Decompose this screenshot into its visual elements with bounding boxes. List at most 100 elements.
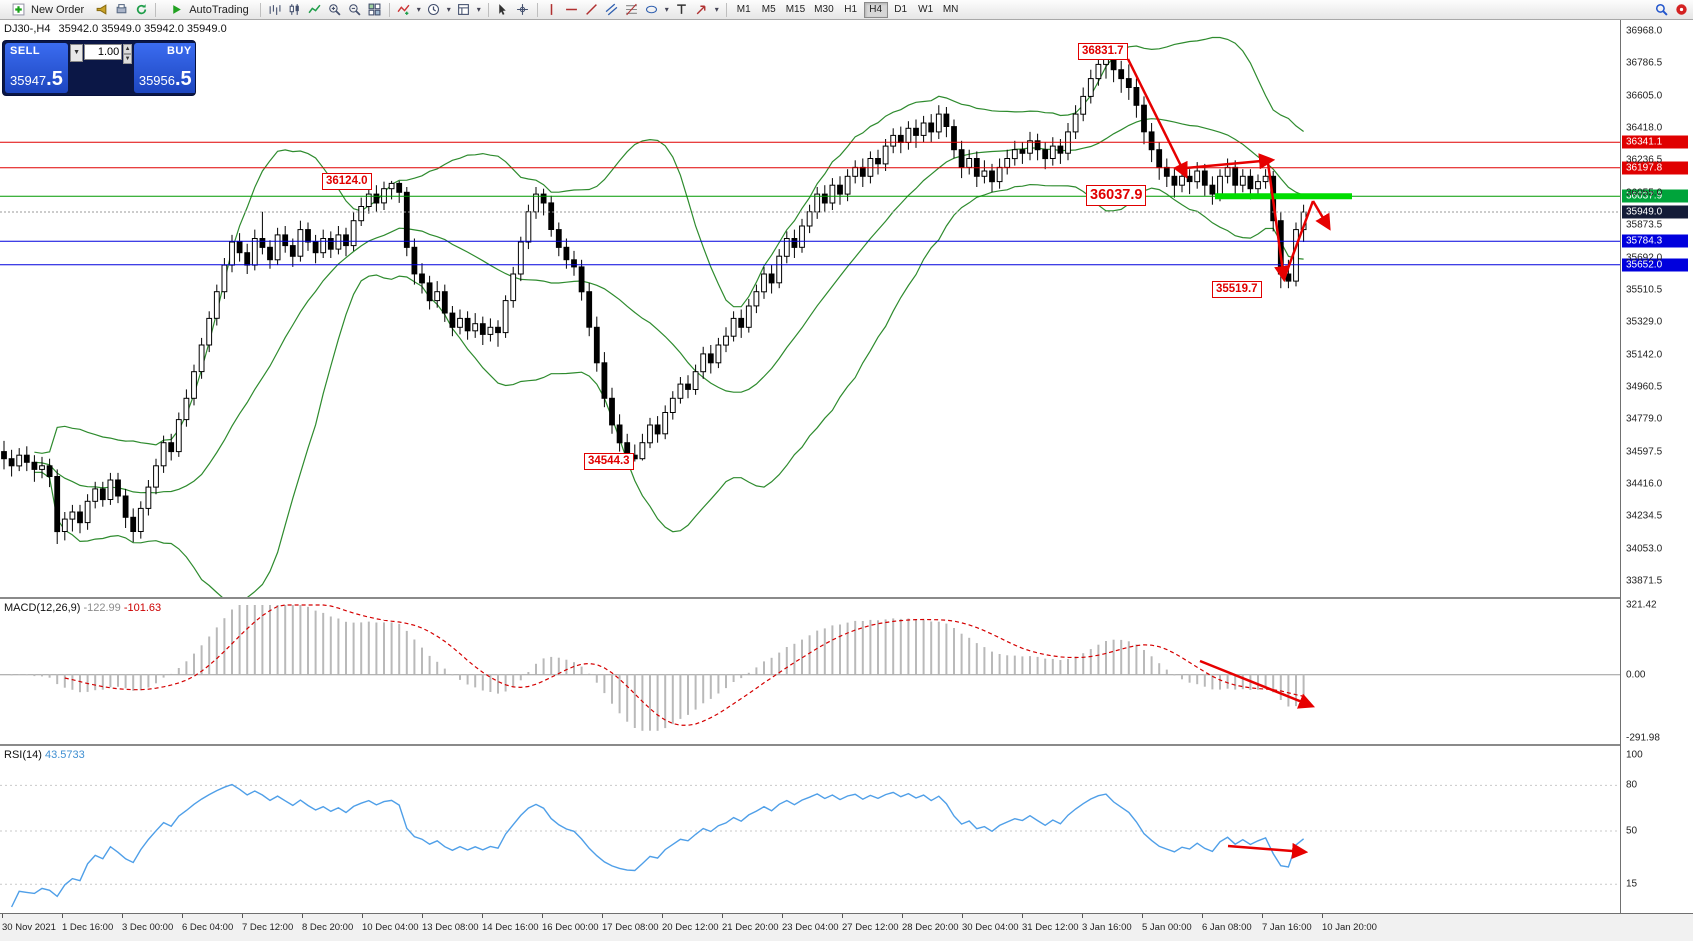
timeframe-w1[interactable]: W1 [914,2,938,18]
time-label: 5 Jan 00:00 [1142,922,1192,933]
price-annotation[interactable]: 36124.0 [322,173,372,190]
megaphone-icon[interactable] [92,1,110,19]
price-tick-label: 36968.0 [1626,25,1663,37]
time-tick [362,914,363,918]
candlestick-icon[interactable] [286,1,304,19]
time-label: 30 Nov 2021 [2,922,56,933]
buy-price: 35956.5 [138,68,192,90]
time-tick [722,914,723,918]
shapes-dropdown[interactable]: ▾ [664,5,669,14]
volume-input[interactable] [84,44,123,60]
rsi-axis-label: 80 [1626,779,1638,791]
timeframe-h4[interactable]: H4 [863,1,888,18]
macd-canvas [0,604,1620,731]
candlestick-canvas [0,36,1620,603]
time-tick [122,914,123,918]
time-tick [1022,914,1023,918]
rsi-axis-label: 15 [1626,878,1638,890]
timeframe-m30[interactable]: M30 [810,2,837,18]
sell-button[interactable]: SELL 35947.5 [5,43,68,93]
price-line-badge: 36037.9 [1622,189,1688,203]
timeframe-m15[interactable]: M15 [782,2,809,18]
zoom-in-icon[interactable] [326,1,344,19]
pane-separator[interactable] [0,744,1693,746]
time-axis[interactable]: 30 Nov 2021 1 Dec 16:00 3 Dec 00:00 6 Dec 0… [0,913,1693,941]
price-axis[interactable]: 36341.1 36197.8 36037.9 35949.0 35784.3 35652… [1620,20,1693,913]
search-icon[interactable] [1652,1,1670,19]
price-tick-label: 35510.5 [1626,284,1663,296]
macd-value: -122.99 [83,602,121,614]
line-chart-icon[interactable] [306,1,324,19]
time-label: 20 Dec 12:00 [662,922,719,933]
indicators-dropdown[interactable]: ▾ [416,5,421,14]
timeframe-mn[interactable]: MN [939,2,963,18]
toolbar-separator [259,2,261,17]
price-annotation[interactable]: 34544.3 [584,453,634,470]
price-line-badge: 35784.3 [1622,234,1688,248]
printer-icon[interactable] [112,1,130,19]
alert-icon[interactable] [1672,1,1690,19]
volume-preset-dropdown[interactable]: ▼ [69,44,84,62]
fibonacci-icon[interactable] [623,1,641,19]
price-tick-label: 34416.0 [1626,478,1663,490]
time-tick [842,914,843,918]
price-tick-label: 35692.0 [1626,252,1663,263]
rsi-axis-label: 50 [1626,825,1638,837]
macd-panel[interactable]: MACD(12,26,9) -122.99 -101.63 [0,599,1620,744]
trendline-icon[interactable] [583,1,601,19]
ohlc-values: 35942.0 35949.0 35942.0 35949.0 [58,23,227,35]
horizontal-line-icon[interactable] [563,1,581,19]
refresh-icon[interactable] [132,1,150,19]
price-annotation[interactable]: 36831.7 [1078,43,1128,60]
volume-up-button[interactable]: ▲ [123,44,132,54]
templates-icon[interactable] [455,1,473,19]
price-annotation[interactable]: 36037.9 [1086,185,1147,206]
main-chart[interactable]: DJ30-,H4 35942.0 35949.0 35942.0 35949.0 … [0,20,1620,603]
buy-button[interactable]: BUY 35956.5 [133,43,195,93]
timeframe-h1[interactable]: H1 [839,2,863,18]
macd-axis-label: 0.00 [1626,669,1646,681]
time-label: 7 Dec 12:00 [242,922,294,933]
toolbar-separator [155,2,157,17]
vertical-line-icon[interactable] [543,1,561,19]
time-label: 28 Dec 20:00 [902,922,959,933]
autotrading-button[interactable]: AutoTrading [161,1,255,19]
price-tick-label: 35142.0 [1626,349,1663,360]
volume-group: ▼ ▲ ▼ [69,41,132,95]
time-label: 6 Jan 08:00 [1202,922,1252,933]
price-tick-label: 35329.0 [1626,316,1663,328]
time-tick [1202,914,1203,918]
zoom-out-icon[interactable] [346,1,364,19]
new-order-button[interactable]: New Order [3,1,90,19]
channel-icon[interactable] [603,1,621,19]
indicators-icon[interactable] [395,1,413,19]
macd-axis-label: -291.98 [1626,732,1660,744]
price-tick-label: 36418.0 [1626,122,1663,134]
price-line-badge: 36341.1 [1622,135,1688,149]
crosshair-icon[interactable] [514,1,532,19]
templates-dropdown[interactable]: ▾ [476,5,481,14]
text-icon[interactable] [673,1,691,19]
periods-clock-icon[interactable] [425,1,443,19]
tile-windows-icon[interactable] [366,1,384,19]
time-tick [1082,914,1083,918]
arrows-dropdown[interactable]: ▾ [714,5,719,14]
macd-label: MACD(12,26,9) -122.99 -101.63 [4,602,162,614]
price-annotation[interactable]: 35519.7 [1212,281,1262,298]
toolbar-separator [725,2,727,17]
time-tick [782,914,783,918]
bar-chart-icon[interactable] [266,1,284,19]
timeframe-m5[interactable]: M5 [757,2,781,18]
timeframe-m1[interactable]: M1 [732,2,756,18]
timeframe-d1[interactable]: D1 [889,2,913,18]
periods-dropdown[interactable]: ▾ [446,5,451,14]
cursor-icon[interactable] [494,1,512,19]
rsi-panel[interactable]: RSI(14) 43.5733 [0,746,1620,913]
time-tick [242,914,243,918]
time-label: 10 Dec 04:00 [362,922,419,933]
volume-down-button[interactable]: ▼ [123,54,132,64]
time-tick [182,914,183,918]
shapes-icon[interactable] [643,1,661,19]
arrows-icon[interactable] [693,1,711,19]
pane-separator[interactable] [0,597,1693,599]
